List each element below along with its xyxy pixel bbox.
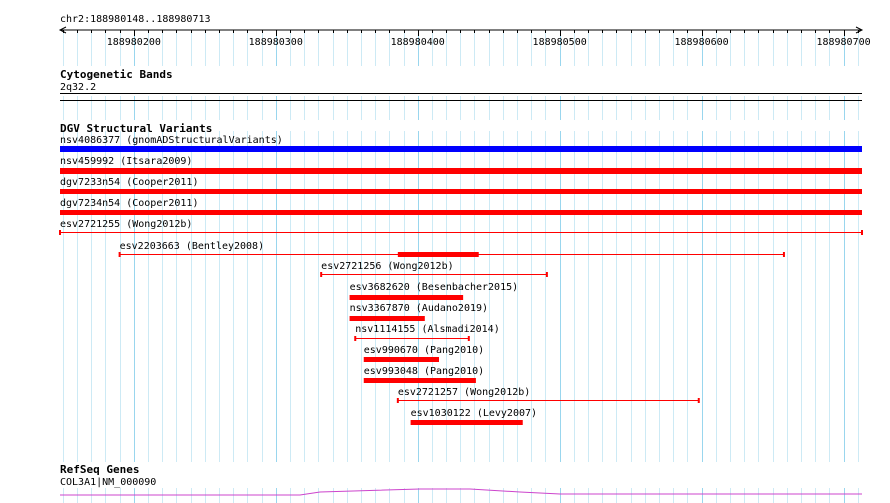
dgv-feature[interactable]: esv2721255 (Wong2012b) [59,219,863,235]
dgv-feature[interactable]: nsv4086377 (gnomADStructuralVariants) [60,135,862,152]
refseq-track: RefSeq Genes COL3A1|NM_000090 [60,462,862,496]
dgv-feature-line[interactable] [60,232,862,233]
ruler-tick-label: 188980700 [816,37,870,48]
dgv-features: nsv4086377 (gnomADStructuralVariants) nsv… [59,135,863,425]
ruler[interactable]: chr2:188980148..188980713 188980200 18898… [58,14,871,48]
dgv-feature[interactable]: dgv7234n54 (Cooper2011) [60,198,862,215]
dgv-feature-end-cap [861,230,863,235]
dgv-track-title: DGV Structural Variants [60,122,212,135]
dgv-feature-label[interactable]: nsv1114155 (Alsmadi2014) [355,324,500,335]
dgv-feature[interactable]: esv3682620 (Besenbacher2015) [349,282,519,300]
dgv-feature-label[interactable]: nsv4086377 (gnomADStructuralVariants) [60,135,283,146]
dgv-track: DGV Structural Variants nsv4086377 (gnom… [59,120,863,425]
dgv-feature[interactable]: esv990670 (Pang2010) [363,345,484,362]
dgv-feature-line[interactable] [397,400,699,401]
dgv-feature-bar[interactable] [410,420,523,425]
dgv-feature-label[interactable]: esv2721255 (Wong2012b) [60,219,192,230]
dgv-track-title-bg [60,120,862,131]
dgv-feature-bar[interactable] [349,316,425,321]
dgv-feature[interactable]: esv993048 (Pang2010) [363,366,484,383]
cytoband-track: Cytogenetic Bands 2q32.2 [60,66,862,101]
dgv-feature-bar[interactable] [60,168,862,174]
refseq-gene-feature[interactable] [60,488,862,496]
dgv-feature[interactable]: esv2721257 (Wong2012b) [396,387,700,403]
dgv-feature-label[interactable]: esv2721257 (Wong2012b) [398,387,530,398]
dgv-feature-label[interactable]: esv990670 (Pang2010) [364,345,484,356]
refseq-track-bg [60,462,862,488]
dgv-feature-line[interactable] [355,338,469,339]
dgv-feature-start-cap [320,272,323,277]
dgv-feature-start-cap [396,398,399,403]
scroll-left-arrow-icon[interactable] [58,26,67,34]
dgv-feature-label[interactable]: esv993048 (Pang2010) [364,366,484,377]
dgv-feature-end-cap [467,336,470,341]
dgv-feature[interactable]: nsv459992 (Itsara2009) [60,156,862,174]
dgv-feature-label[interactable]: nsv459992 (Itsara2009) [60,156,192,167]
dgv-feature-label[interactable]: esv2721256 (Wong2012b) [321,261,453,272]
grid-lines [63,30,859,503]
dgv-feature-end-cap [697,398,700,403]
dgv-feature[interactable]: esv1030122 (Levy2007) [410,408,537,425]
ruler-tick-label: 188980300 [249,37,303,48]
ruler-tick-label: 188980600 [675,37,729,48]
dgv-feature[interactable]: esv2203663 (Bentley2008) [118,241,785,257]
dgv-feature[interactable]: nsv3367870 (Audano2019) [349,303,488,321]
location-label: chr2:188980148..188980713 [60,14,211,25]
dgv-feature-bar[interactable] [363,378,476,383]
dgv-feature[interactable]: nsv1114155 (Alsmadi2014) [354,324,500,341]
dgv-feature-label[interactable]: nsv3367870 (Audano2019) [350,303,488,314]
ruler-tick-label: 188980400 [391,37,445,48]
dgv-feature-start-cap [354,336,357,341]
ruler-tick-label: 188980500 [533,37,587,48]
dgv-feature-bar[interactable] [363,357,439,362]
dgv-feature-bar[interactable] [60,210,862,215]
dgv-feature-label[interactable]: esv1030122 (Levy2007) [411,408,537,419]
dgv-feature-bar[interactable] [60,189,862,194]
dgv-feature-end-cap [782,252,785,257]
refseq-track-title: RefSeq Genes [60,463,139,476]
dgv-feature[interactable]: dgv7233n54 (Cooper2011) [60,177,862,194]
dgv-feature-bar[interactable] [349,295,464,300]
dgv-feature-line[interactable] [321,274,547,275]
scroll-right-arrow-icon[interactable] [855,26,864,34]
cytoband-label: 2q32.2 [60,82,96,93]
dgv-feature-label[interactable]: dgv7234n54 (Cooper2011) [60,198,198,209]
ruler-ticks: 188980200 188980300 188980400 188980500 1889… [63,30,871,48]
ruler-tick-label: 188980200 [107,37,161,48]
refseq-gene-label[interactable]: COL3A1|NM_000090 [60,477,156,488]
dgv-feature-inner-bar[interactable] [397,252,479,257]
dgv-feature-label[interactable]: esv3682620 (Besenbacher2015) [350,282,519,293]
dgv-feature-start-cap [118,252,121,257]
dgv-feature-start-cap [59,230,61,235]
dgv-feature-bar[interactable] [60,146,862,152]
dgv-feature-label[interactable]: dgv7233n54 (Cooper2011) [60,177,198,188]
dgv-feature-label[interactable]: esv2203663 (Bentley2008) [120,241,265,252]
cytoband-track-title: Cytogenetic Bands [60,68,173,81]
cytoband-track-bg [60,66,862,96]
dgv-feature-end-cap [545,272,548,277]
dgv-feature[interactable]: esv2721256 (Wong2012b) [320,261,548,277]
